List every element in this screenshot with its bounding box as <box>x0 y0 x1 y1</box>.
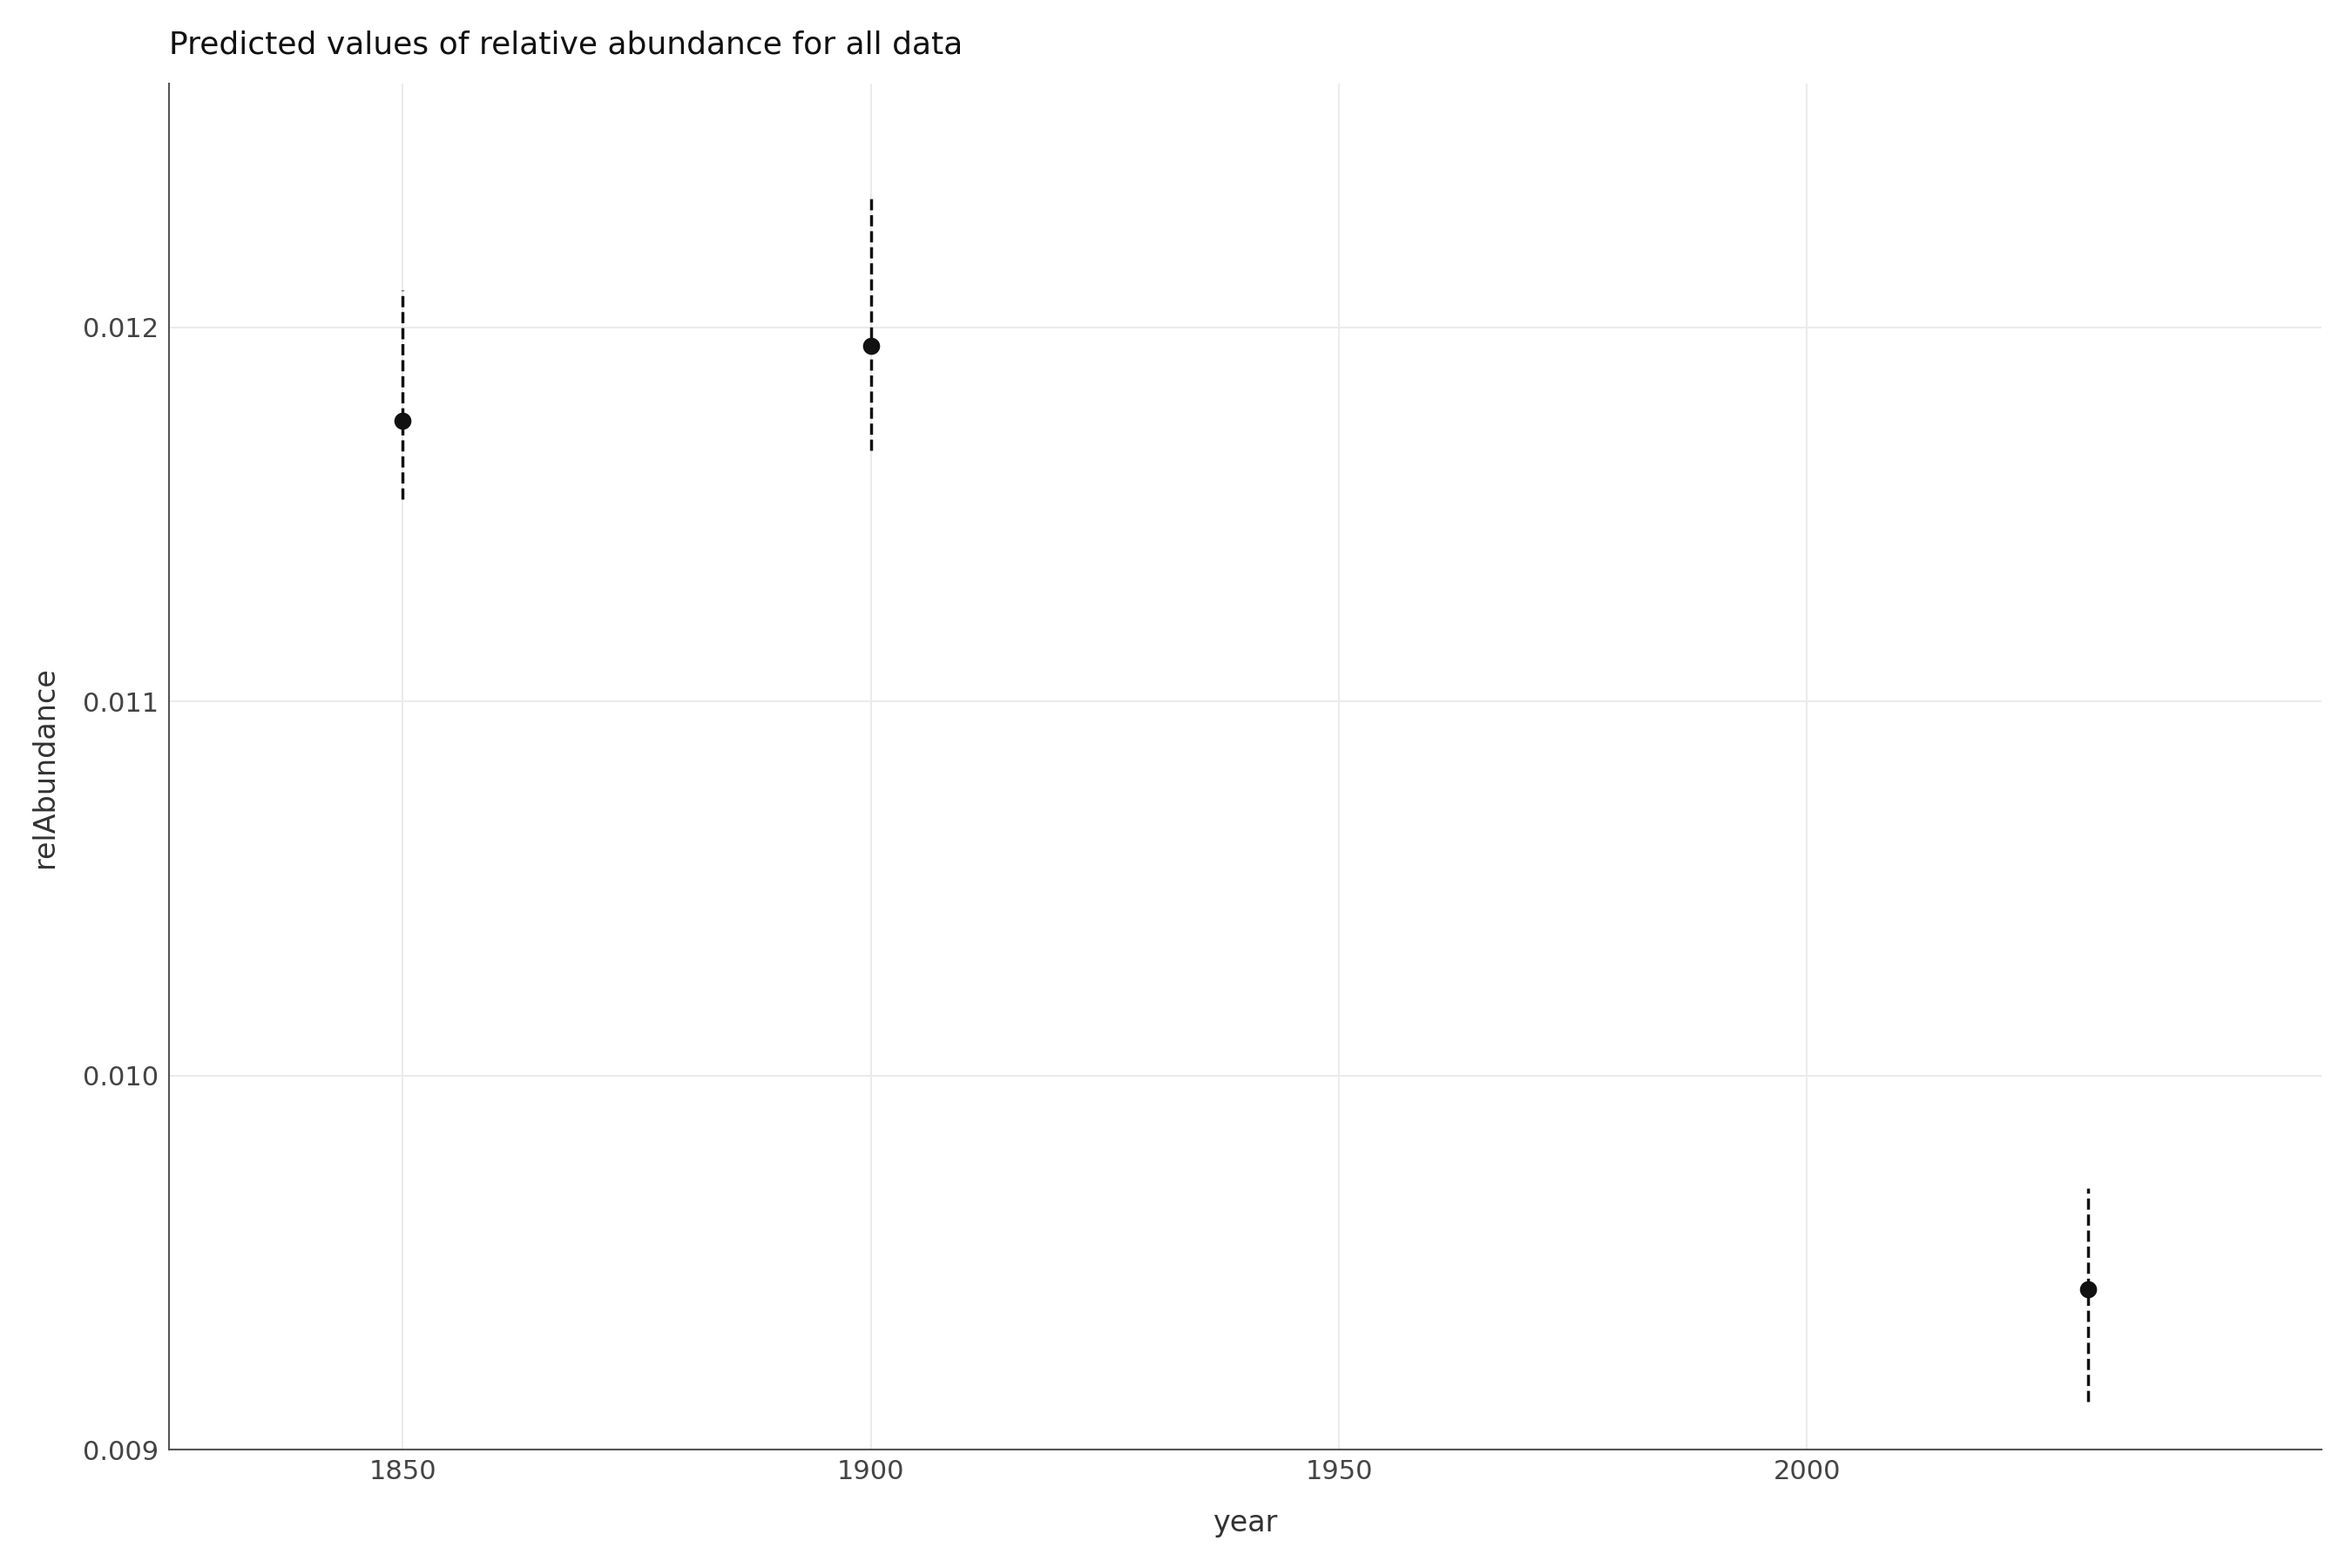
X-axis label: year: year <box>1214 1508 1277 1538</box>
Text: Predicted values of relative abundance for all data: Predicted values of relative abundance f… <box>169 30 962 60</box>
Y-axis label: relAbundance: relAbundance <box>31 666 59 867</box>
Point <box>851 334 889 359</box>
Point <box>383 408 421 433</box>
Point <box>2070 1276 2107 1301</box>
